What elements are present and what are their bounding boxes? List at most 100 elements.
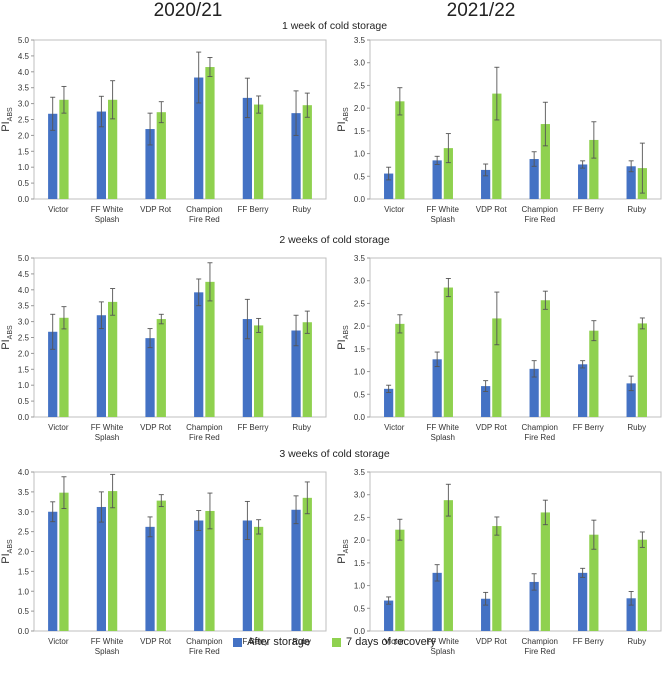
y-tick-label: 4.5	[18, 270, 30, 279]
x-tick-label-champion-fire-red: Fire Red	[524, 647, 555, 656]
x-tick-label-ff-white-splash: Splash	[95, 433, 119, 442]
bar-7-days-of-recovery-victor	[395, 529, 405, 631]
y-tick-label: 0.0	[354, 413, 366, 422]
bar-7-days-of-recovery-vdp-rot	[492, 93, 502, 199]
x-tick-label-ruby: Ruby	[627, 205, 646, 214]
y-tick-label: 0.0	[354, 195, 366, 204]
y-axis-label-subscript: ABS	[343, 539, 350, 553]
legend-label-after-storage: After storage	[247, 636, 311, 648]
chart-2021-22-week-2: 0.0 0.5 1.0 1.5 2.0 2.5 3.0 3.5 PIABS Victor FF Wh…	[336, 254, 662, 442]
y-tick-label: 1.5	[354, 127, 366, 136]
bar-after-storage-vdp-rot	[481, 169, 491, 199]
chart-2021-22-week-3: 0.0 0.5 1.0 1.5 2.0 2.5 3.0 3.5 PIABS Victor FF Wh…	[336, 468, 662, 656]
bar-after-storage-ff-berry	[578, 364, 588, 417]
legend-label-recovery: 7 days of recovery	[346, 636, 436, 648]
plot-frame	[33, 257, 327, 418]
bar-7-days-of-recovery-victor	[59, 492, 69, 631]
y-tick-label: 1.5	[354, 559, 366, 568]
y-tick-label: 3.0	[18, 100, 30, 109]
x-tick-label-ff-berry: FF Berry	[237, 205, 268, 214]
bar-7-days-of-recovery-ff-white-splash	[443, 148, 453, 199]
bar-7-days-of-recovery-ruby	[302, 322, 312, 417]
x-tick-label-champion-fire-red: Champion	[522, 423, 558, 432]
bar-after-storage-vdp-rot	[481, 386, 491, 417]
row-title-2-weeks: 2 weeks of cold storage	[279, 234, 390, 246]
plot-frame	[369, 39, 662, 200]
y-tick-label: 1.0	[354, 582, 366, 591]
bar-after-storage-victor	[48, 113, 58, 199]
y-tick-label: 3.0	[18, 508, 30, 517]
y-tick-label: 2.5	[354, 513, 366, 522]
y-tick-label: 2.0	[18, 349, 30, 358]
legend-swatch-after-storage	[233, 637, 243, 647]
plot-frame	[369, 257, 662, 418]
bar-7-days-of-recovery-vdp-rot	[156, 500, 166, 631]
bar-7-days-of-recovery-champion-fire-red	[540, 512, 550, 631]
y-tick-label: 0.5	[18, 607, 30, 616]
bar-after-storage-vdp-rot	[145, 526, 155, 631]
plot-frame	[369, 471, 662, 632]
y-tick-label: 3.5	[18, 488, 30, 497]
x-tick-label-ff-white-splash: FF White	[91, 637, 124, 646]
bar-7-days-of-recovery-ff-white-splash	[443, 500, 453, 631]
x-tick-label-vdp-rot: VDP Rot	[140, 637, 172, 646]
y-tick-label: 4.0	[18, 286, 30, 295]
bar-after-storage-ff-white-splash	[96, 111, 106, 199]
x-tick-label-ruby: Ruby	[292, 423, 311, 432]
y-axis-label: PIABS	[336, 325, 350, 350]
y-tick-label: 0.0	[18, 413, 30, 422]
bar-after-storage-ff-white-splash	[96, 506, 106, 631]
x-tick-label-ruby: Ruby	[292, 637, 311, 646]
y-tick-label: 2.5	[18, 528, 30, 537]
x-tick-label-champion-fire-red: Champion	[186, 637, 222, 646]
bar-7-days-of-recovery-champion-fire-red	[540, 124, 550, 199]
legend-item-after-storage: After storage	[233, 636, 310, 648]
bar-7-days-of-recovery-champion-fire-red	[205, 67, 215, 199]
y-tick-label: 2.0	[354, 536, 366, 545]
bar-7-days-of-recovery-victor	[395, 323, 405, 417]
x-tick-label-champion-fire-red: Fire Red	[189, 215, 220, 224]
x-tick-label-vdp-rot: VDP Rot	[476, 423, 508, 432]
bar-after-storage-champion-fire-red	[529, 368, 539, 417]
bar-after-storage-ff-berry	[578, 572, 588, 631]
bar-after-storage-champion-fire-red	[529, 159, 539, 199]
legend: After storage 7 days of recovery	[0, 636, 669, 648]
bar-after-storage-ruby	[291, 509, 301, 631]
x-tick-label-ff-white-splash: FF White	[427, 205, 460, 214]
y-tick-label: 1.5	[18, 147, 30, 156]
bar-after-storage-victor	[48, 331, 58, 417]
y-axis-label: PIABS	[336, 539, 350, 564]
y-tick-label: 2.0	[18, 131, 30, 140]
x-tick-label-victor: Victor	[48, 205, 69, 214]
bar-after-storage-ruby	[626, 598, 636, 631]
y-tick-label: 3.0	[18, 318, 30, 327]
x-tick-label-champion-fire-red: Fire Red	[189, 647, 220, 656]
y-tick-label: 0.0	[18, 195, 30, 204]
x-tick-label-vdp-rot: VDP Rot	[476, 637, 508, 646]
bar-7-days-of-recovery-ff-white-splash	[108, 99, 118, 199]
bar-7-days-of-recovery-vdp-rot	[492, 318, 502, 417]
y-tick-label: 1.0	[18, 381, 30, 390]
y-tick-label: 2.5	[354, 299, 366, 308]
x-tick-label-victor: Victor	[48, 637, 69, 646]
x-tick-label-victor: Victor	[384, 423, 405, 432]
bar-7-days-of-recovery-ff-berry	[254, 104, 264, 199]
bar-after-storage-ff-white-splash	[96, 315, 106, 417]
y-tick-label: 0.5	[354, 390, 366, 399]
plot-frame	[33, 471, 327, 632]
bar-after-storage-ruby	[291, 330, 301, 417]
y-tick-label: 0.5	[18, 397, 30, 406]
bar-after-storage-ff-white-splash	[432, 160, 442, 199]
bar-7-days-of-recovery-ruby	[302, 497, 312, 631]
y-tick-label: 5.0	[18, 36, 30, 45]
bar-7-days-of-recovery-victor	[395, 101, 405, 199]
column-title-2021-22: 2021/22	[446, 0, 516, 21]
bar-after-storage-ff-berry	[242, 319, 252, 417]
x-tick-label-champion-fire-red: Champion	[186, 423, 222, 432]
bar-7-days-of-recovery-ff-berry	[589, 534, 599, 631]
bar-after-storage-ff-white-splash	[432, 359, 442, 417]
bar-7-days-of-recovery-vdp-rot	[156, 112, 166, 199]
y-tick-label: 4.5	[18, 52, 30, 61]
bar-7-days-of-recovery-vdp-rot	[156, 319, 166, 417]
bar-7-days-of-recovery-ruby	[302, 105, 312, 199]
